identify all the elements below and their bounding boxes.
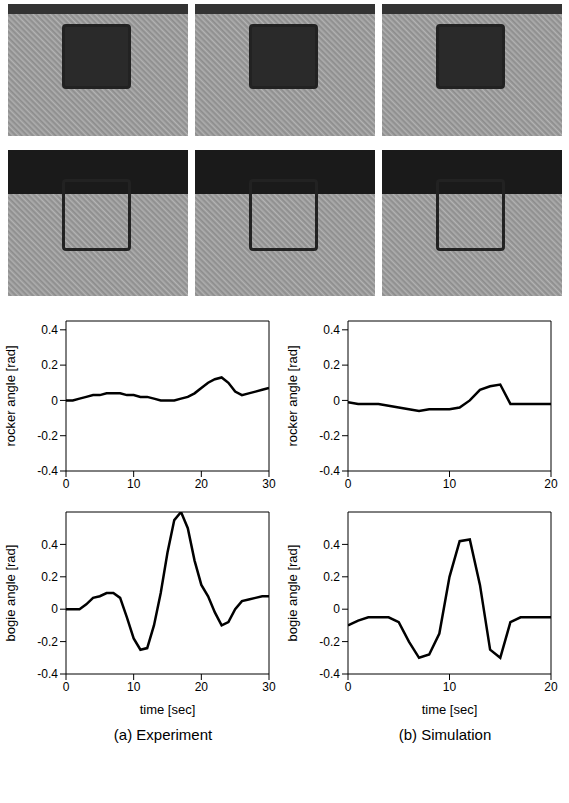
svg-text:0: 0: [345, 477, 352, 491]
svg-text:-0.4: -0.4: [319, 667, 340, 681]
svg-text:20: 20: [544, 477, 558, 491]
svg-text:0.2: 0.2: [41, 570, 58, 584]
svg-text:-0.2: -0.2: [319, 635, 340, 649]
svg-text:-0.2: -0.2: [37, 429, 58, 443]
svg-text:10: 10: [443, 680, 457, 694]
svg-text:bogie angle [rad]: bogie angle [rad]: [286, 545, 300, 642]
svg-text:-0.4: -0.4: [37, 464, 58, 478]
svg-text:-0.4: -0.4: [319, 464, 340, 478]
svg-text:10: 10: [127, 477, 141, 491]
svg-text:0.2: 0.2: [323, 570, 340, 584]
svg-text:0: 0: [63, 477, 70, 491]
svg-text:-0.2: -0.2: [319, 429, 340, 443]
svg-text:rocker angle [rad]: rocker angle [rad]: [4, 345, 18, 446]
svg-text:10: 10: [443, 477, 457, 491]
svg-text:0: 0: [63, 680, 70, 694]
svg-text:time [sec]: time [sec]: [140, 702, 196, 717]
svg-text:rocker angle [rad]: rocker angle [rad]: [286, 345, 300, 446]
svg-text:0.4: 0.4: [323, 323, 340, 337]
svg-text:0: 0: [333, 394, 340, 408]
svg-text:0: 0: [333, 602, 340, 616]
svg-text:-0.4: -0.4: [37, 667, 58, 681]
svg-text:0.2: 0.2: [323, 358, 340, 372]
svg-text:0.4: 0.4: [41, 538, 58, 552]
svg-text:time [sec]: time [sec]: [422, 702, 478, 717]
svg-text:0: 0: [51, 394, 58, 408]
svg-text:0.4: 0.4: [323, 538, 340, 552]
svg-text:bogie angle [rad]: bogie angle [rad]: [4, 545, 18, 642]
svg-text:-0.2: -0.2: [37, 635, 58, 649]
html-text:(b) Simulation: (b) Simulation: [398, 726, 492, 743]
svg-text:0.4: 0.4: [41, 323, 58, 337]
svg-text:20: 20: [195, 680, 209, 694]
svg-text:0.2: 0.2: [41, 358, 58, 372]
svg-text:20: 20: [195, 477, 209, 491]
svg-text:30: 30: [262, 680, 276, 694]
svg-text:20: 20: [544, 680, 558, 694]
svg-text:0: 0: [51, 602, 58, 616]
svg-text:10: 10: [127, 680, 141, 694]
svg-text:0: 0: [345, 680, 352, 694]
svg-text:30: 30: [262, 477, 276, 491]
html-text:(a) Experiment: (a) Experiment: [113, 726, 213, 743]
